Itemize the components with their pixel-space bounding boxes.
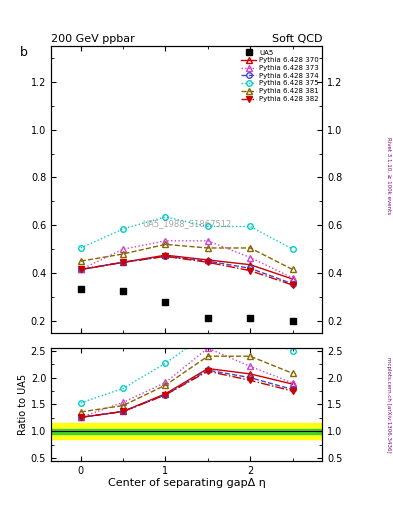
Pythia 6.428 375 xyxy=(290,246,295,252)
Pythia 6.428 382 xyxy=(163,253,168,260)
UA5 xyxy=(120,287,126,295)
Pythia 6.428 375 xyxy=(78,245,83,251)
Pythia 6.428 370 xyxy=(121,259,125,265)
Pythia 6.428 370 xyxy=(163,252,168,258)
Pythia 6.428 382 xyxy=(78,266,83,272)
Pythia 6.428 381 xyxy=(206,245,210,251)
Line: Pythia 6.428 374: Pythia 6.428 374 xyxy=(78,253,296,287)
Pythia 6.428 382 xyxy=(121,259,125,265)
Text: Rivet 3.1.10, ≥ 100k events: Rivet 3.1.10, ≥ 100k events xyxy=(386,137,391,214)
UA5 xyxy=(247,314,253,323)
Pythia 6.428 373 xyxy=(163,238,168,244)
UA5 xyxy=(162,297,169,306)
Line: Pythia 6.428 375: Pythia 6.428 375 xyxy=(78,214,296,252)
Line: Pythia 6.428 382: Pythia 6.428 382 xyxy=(78,253,296,288)
Pythia 6.428 374 xyxy=(248,265,253,271)
Pythia 6.428 382 xyxy=(206,259,210,265)
Text: mcplots.cern.ch [arXiv:1306.3436]: mcplots.cern.ch [arXiv:1306.3436] xyxy=(386,357,391,452)
Y-axis label: Ratio to UA5: Ratio to UA5 xyxy=(18,374,28,435)
Pythia 6.428 374 xyxy=(121,259,125,265)
Pythia 6.428 370 xyxy=(290,276,295,282)
Pythia 6.428 381 xyxy=(78,258,83,264)
UA5 xyxy=(205,314,211,323)
Bar xyxy=(51,423,322,439)
Pythia 6.428 370 xyxy=(78,266,83,272)
Pythia 6.428 373 xyxy=(248,254,253,261)
Pythia 6.428 373 xyxy=(206,238,210,244)
Line: Pythia 6.428 370: Pythia 6.428 370 xyxy=(78,252,296,282)
Pythia 6.428 381 xyxy=(163,241,168,247)
Line: Pythia 6.428 373: Pythia 6.428 373 xyxy=(78,238,296,281)
Pythia 6.428 381 xyxy=(121,251,125,257)
Pythia 6.428 381 xyxy=(248,245,253,251)
Legend: UA5, Pythia 6.428 370, Pythia 6.428 373, Pythia 6.428 374, Pythia 6.428 375, Pyt: UA5, Pythia 6.428 370, Pythia 6.428 373,… xyxy=(240,48,320,103)
UA5 xyxy=(77,285,84,293)
UA5 xyxy=(290,317,296,325)
Line: Pythia 6.428 381: Pythia 6.428 381 xyxy=(78,242,296,272)
Pythia 6.428 375 xyxy=(163,214,168,220)
Pythia 6.428 370 xyxy=(248,262,253,268)
Pythia 6.428 370 xyxy=(206,257,210,263)
Pythia 6.428 375 xyxy=(248,223,253,229)
Pythia 6.428 374 xyxy=(290,281,295,287)
Text: b: b xyxy=(20,46,28,59)
Pythia 6.428 374 xyxy=(206,258,210,264)
Pythia 6.428 375 xyxy=(206,223,210,229)
X-axis label: Center of separating gapΔ η: Center of separating gapΔ η xyxy=(108,478,266,488)
Pythia 6.428 374 xyxy=(78,266,83,272)
Text: UA5_1988_S1867512: UA5_1988_S1867512 xyxy=(142,219,231,228)
Text: Soft QCD: Soft QCD xyxy=(272,34,322,44)
Pythia 6.428 373 xyxy=(78,266,83,272)
Pythia 6.428 382 xyxy=(248,268,253,274)
Pythia 6.428 374 xyxy=(163,253,168,260)
Pythia 6.428 375 xyxy=(121,226,125,232)
Pythia 6.428 382 xyxy=(290,282,295,288)
Pythia 6.428 373 xyxy=(121,246,125,252)
Pythia 6.428 373 xyxy=(290,275,295,281)
Pythia 6.428 381 xyxy=(290,266,295,272)
Text: 200 GeV ppbar: 200 GeV ppbar xyxy=(51,34,135,44)
Bar xyxy=(51,429,322,434)
